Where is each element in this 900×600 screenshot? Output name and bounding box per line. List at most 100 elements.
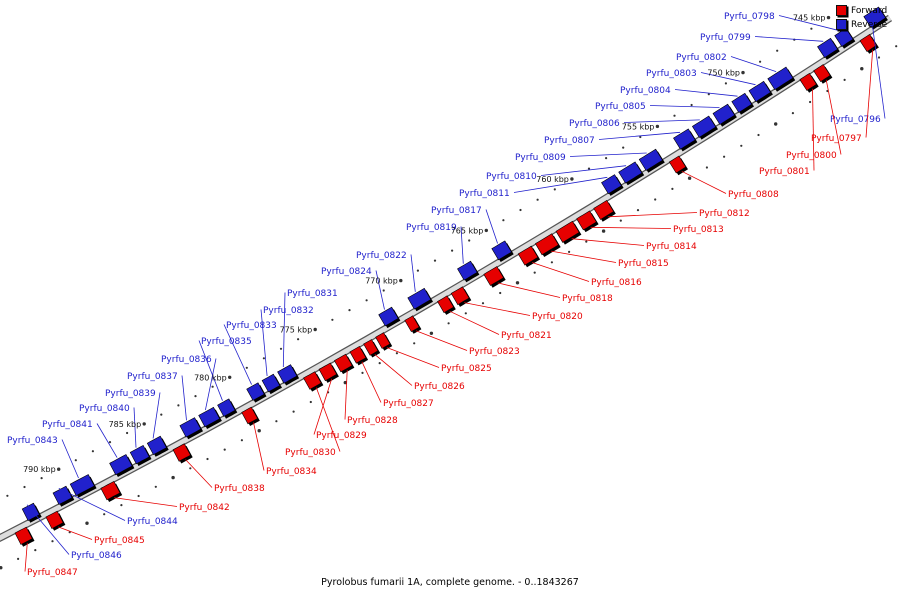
leader-line [485,209,498,244]
ruler-label: 750 kbp [707,69,740,78]
tick-dot [309,400,312,404]
tick-dot [464,312,467,315]
gene-box [198,406,221,428]
leader-line [681,170,727,194]
leader-line [26,504,70,555]
tick-dot [279,347,283,350]
gene-box [813,64,831,83]
tick-dot [499,291,502,295]
ruler-label: 745 kbp [793,14,826,23]
tick-dot [550,261,554,264]
tick-dot [365,299,368,302]
leader-line [152,392,161,439]
tick-dot [103,513,106,516]
ruler-label: 765 kbp [451,226,484,235]
gene-box [863,6,887,28]
tick-dot [447,322,450,325]
gene-label: Pyrfu_0833 [226,321,277,331]
gene-label: Pyrfu_0837 [127,372,178,382]
tick-dot [57,467,61,471]
forward-label: Forward [851,5,888,16]
gene-label: Pyrfu_0819 [406,223,457,233]
tick-dot [809,100,812,104]
gene-label: Pyrfu_0847 [27,568,78,578]
tick-dot [17,557,20,561]
tick-dot [137,494,140,498]
gene-label: Pyrfu_0813 [673,225,724,235]
tick-dot [895,45,898,48]
ruler-label: 760 kbp [536,175,569,184]
gene-label: Pyrfu_0820 [532,312,583,322]
gene-box [349,345,367,364]
tick-dot [759,60,762,63]
gene-label: Pyrfu_0825 [441,364,492,374]
ruler-label: 785 kbp [109,420,142,429]
gene-label: Pyrfu_0829 [316,431,367,441]
leader-line [375,270,385,310]
leader-line [825,79,842,155]
leader-line [531,262,590,282]
gene-label: Pyrfu_0824 [321,267,372,277]
leader-line [61,439,79,479]
gene-box [712,103,736,125]
gene-box [100,480,121,501]
tick-dot [228,375,232,379]
leader-line [870,10,886,119]
tick-dot [705,166,709,169]
leader-line [58,487,126,521]
tick-dot [536,198,539,201]
leader-line [133,407,137,448]
gene-box [673,128,696,150]
gene-label: Pyrfu_0821 [501,331,552,341]
gene-box [491,240,512,261]
tick-dot [85,521,89,525]
leader-line [513,176,608,193]
gene-label: Pyrfu_0802 [676,53,727,63]
leader-line [96,423,118,458]
gene-label: Pyrfu_0799 [700,33,751,43]
gene-box [576,210,597,231]
legend: Forward Reverse [836,5,887,33]
leader-line [415,330,468,351]
gene-label: Pyrfu_0817 [431,206,482,216]
tick-dot [433,259,437,262]
tick-dot [154,485,157,488]
tick-dot [484,228,488,233]
gene-box [303,371,322,390]
leader-line [778,15,840,32]
tick-dot [826,15,831,20]
tick-dot [570,177,574,181]
gene-box [246,382,265,401]
tick-dot [160,413,163,416]
leader-line [185,459,213,488]
gene-label: Pyrfu_0841 [42,420,93,430]
gene-label: Pyrfu_0811 [459,189,510,199]
gene-label: Pyrfu_0818 [562,294,613,304]
tick-dot [262,357,265,360]
leader-line [598,131,681,140]
leader-line [58,526,93,540]
tick-dot [416,269,419,272]
leader-line [410,254,416,292]
tick-dot [451,249,454,252]
gene-box [731,92,753,113]
leader-line [223,324,252,385]
gene-box [450,286,470,306]
gene-box [483,266,504,286]
leader-line [315,387,341,452]
leader-line [540,165,627,176]
tick-dot [636,209,640,212]
tick-dot [673,114,676,117]
gene-label: Pyrfu_0830 [285,448,336,458]
gene-box [179,417,202,438]
legend-item-forward: Forward [836,5,887,16]
gene-label: Pyrfu_0803 [646,69,697,79]
gene-label: Pyrfu_0843 [7,436,58,446]
gene-box [333,353,353,373]
gene-box [437,295,455,314]
leader-line [386,347,440,368]
gene-box [378,306,399,327]
gene-box [799,72,817,91]
gene-label: Pyrfu_0836 [161,355,212,365]
